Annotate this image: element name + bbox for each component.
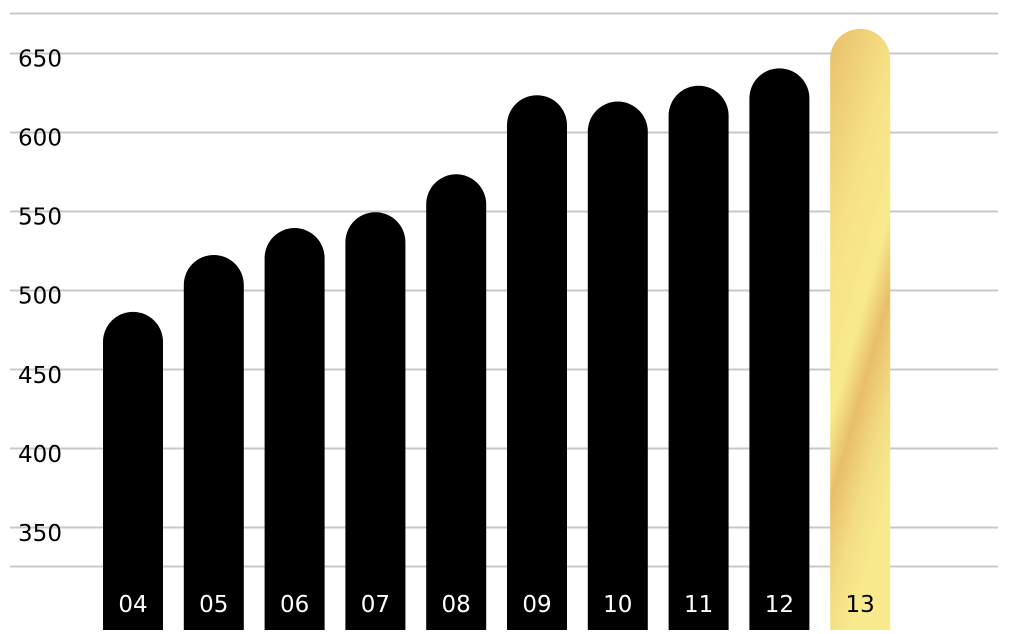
x-category-label: 08: [442, 592, 471, 618]
y-axis-ticks: 350 400 450 500 550 600 650: [18, 47, 62, 547]
gridlines: [10, 12, 998, 568]
x-category-label: 10: [603, 592, 632, 618]
bar: [183, 254, 244, 632]
x-category-label: 11: [684, 592, 713, 618]
bar: [587, 101, 648, 632]
x-category-label: 06: [280, 592, 309, 618]
bar: [426, 174, 487, 632]
x-category-label: 12: [765, 592, 794, 618]
x-category-label: 09: [522, 592, 551, 618]
x-category-label: 13: [846, 592, 875, 618]
y-tick-label: 550: [18, 205, 62, 231]
x-category-label: 07: [361, 592, 390, 618]
y-tick-label: 650: [18, 47, 62, 73]
bar-highlight: [830, 28, 891, 632]
bar: [264, 228, 325, 633]
y-tick-label: 500: [18, 284, 62, 310]
bar: [668, 85, 729, 633]
y-tick-label: 350: [18, 521, 62, 547]
y-tick-label: 600: [18, 126, 62, 152]
bar: [749, 68, 810, 632]
x-axis-labels: 04 05 06 07 08 09 10 11 12 13: [118, 592, 874, 618]
x-category-label: 05: [199, 592, 228, 618]
bar: [345, 212, 406, 632]
x-category-label: 04: [118, 592, 147, 618]
bar: [103, 311, 163, 632]
y-tick-label: 450: [18, 363, 62, 389]
bars: [103, 28, 891, 633]
y-tick-label: 400: [18, 442, 62, 468]
bar: [507, 95, 567, 633]
